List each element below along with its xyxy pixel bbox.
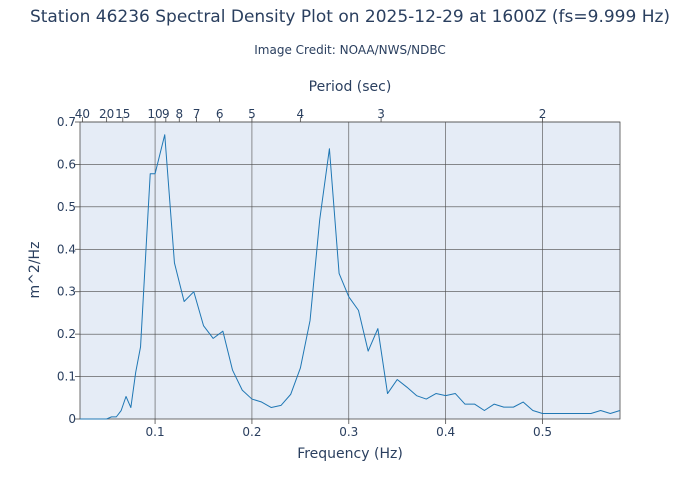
x-tick-label: 0.4 xyxy=(436,425,455,439)
period-tick-label: 15 xyxy=(115,107,130,121)
x-tick-label: 0.2 xyxy=(242,425,261,439)
period-tick-label: 4 xyxy=(297,107,305,121)
series-layer xyxy=(80,134,621,420)
x-tick-label: 0.1 xyxy=(146,425,165,439)
y-axis-ticks: 0 0.1 0.2 0.3 0.4 0.5 0.6 0.7 xyxy=(57,115,80,426)
plot-area xyxy=(80,122,620,419)
grid-lines xyxy=(79,121,621,420)
period-tick-label: 40 xyxy=(75,107,90,121)
period-tick-label: 6 xyxy=(216,107,224,121)
y-tick-label: 0.7 xyxy=(57,115,76,129)
period-tick-label: 3 xyxy=(377,107,385,121)
y-axis-title: m^2/Hz xyxy=(27,242,43,299)
y-tick-label: 0.6 xyxy=(57,157,76,171)
period-tick-label: 20 xyxy=(99,107,114,121)
period-tick-label: 8 xyxy=(175,107,183,121)
period-tick-label: 9 xyxy=(162,107,170,121)
y-tick-label: 0.1 xyxy=(57,370,76,384)
x-axis-title: Frequency (Hz) xyxy=(297,446,403,462)
series-line xyxy=(80,134,621,420)
chart-subtitle: Image Credit: NOAA/NWS/NDBC xyxy=(254,43,445,57)
y-tick-label: 0.4 xyxy=(57,242,76,256)
plot-border xyxy=(79,121,621,420)
period-tick-label: 7 xyxy=(193,107,201,121)
period-axis-title: Period (sec) xyxy=(309,79,392,95)
y-tick-label: 0.5 xyxy=(57,200,76,214)
x-tick-label: 0.5 xyxy=(533,425,552,439)
period-tick-label: 2 xyxy=(539,107,547,121)
x-tick-label: 0.3 xyxy=(339,425,358,439)
y-tick-label: 0.2 xyxy=(57,327,76,341)
period-tick-label: 5 xyxy=(248,107,256,121)
y-tick-label: 0.3 xyxy=(57,285,76,299)
x-axis-ticks: 0.1 0.2 0.3 0.4 0.5 xyxy=(146,419,552,439)
period-axis-ticks: 40 20 15 10 9 8 7 6 5 4 3 2 xyxy=(75,107,547,122)
period-tick-label: 10 xyxy=(147,107,162,121)
chart-title: Station 46236 Spectral Density Plot on 2… xyxy=(30,7,670,27)
y-tick-label: 0 xyxy=(68,412,76,426)
